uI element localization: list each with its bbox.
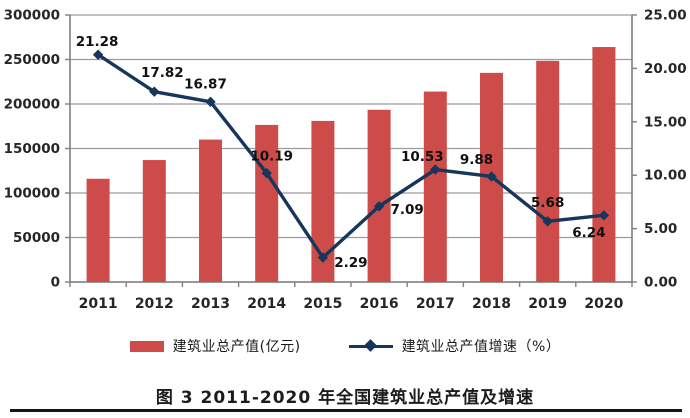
diamond-marker-2017 — [430, 164, 441, 175]
diamond-marker-icon — [363, 339, 377, 352]
point-label-2016: 7.09 — [390, 202, 423, 218]
x-axis-year-label: 2015 — [303, 296, 342, 312]
point-label-2017: 10.53 — [401, 149, 444, 165]
x-axis-year-label: 2019 — [528, 296, 567, 312]
diamond-marker-2019 — [542, 216, 553, 227]
bar-2011 — [86, 178, 110, 282]
legend-item-output-value: 建筑业总产值(亿元) — [129, 336, 301, 356]
x-axis-year-label: 2013 — [191, 296, 230, 312]
line-diamond-swatch — [348, 339, 393, 352]
figure-caption: 图 3 2011-2020 年全国建筑业总产值及增速 — [155, 388, 535, 408]
point-label-2011: 21.28 — [76, 34, 119, 50]
bar-2012 — [142, 160, 166, 282]
x-axis-year-label: 2011 — [79, 296, 118, 312]
diamond-marker-2013 — [205, 96, 216, 108]
bar-2016 — [367, 109, 391, 282]
diamond-marker-2018 — [486, 171, 497, 182]
bar-2013 — [199, 139, 222, 282]
line-group — [92, 49, 610, 263]
bar-line-chart-canvas: 0 50000 100000 150000 200000 250000 300000 0.00… — [3, 7, 687, 313]
x-axis-year-label: 2017 — [416, 296, 455, 312]
diamond-marker-2014 — [261, 167, 272, 179]
legend-label-output-value: 建筑业总产值(亿元) — [172, 339, 301, 355]
bar-2017 — [423, 91, 447, 282]
axis-labels: 0 50000 100000 150000 200000 250000 300000 0.00… — [4, 8, 687, 313]
chart-svg: 0 50000 100000 150000 200000 250000 300000 0.00… — [3, 7, 687, 313]
chart-legend: 建筑业总产值(亿元) 建筑业总产值增速（%） — [0, 336, 690, 356]
diamond-marker-2016 — [373, 201, 385, 212]
point-label-2020: 6.24 — [572, 225, 605, 241]
left-axis-tick-label: 150000 — [4, 141, 60, 157]
bar-series-swatch — [129, 340, 164, 352]
bottom-rule — [10, 409, 682, 412]
left-axis-tick-label: 250000 — [4, 52, 60, 68]
left-axis-tick-label: 50000 — [13, 230, 60, 246]
bar-2020 — [592, 47, 616, 282]
point-label-2019: 5.68 — [531, 195, 564, 211]
right-axis-tick-label: 20.00 — [644, 61, 687, 77]
bars-group — [86, 47, 616, 283]
legend-label-growth-rate: 建筑业总产值增速（%） — [401, 339, 561, 355]
diamond-marker-2012 — [149, 86, 160, 97]
x-axis-year-label: 2020 — [584, 296, 623, 312]
bar-2019 — [536, 60, 560, 283]
point-label-2018: 9.88 — [460, 152, 493, 168]
right-axis-tick-label: 10.00 — [644, 168, 687, 184]
point-label-2012: 17.82 — [141, 65, 184, 81]
right-axis-tick-label: 15.00 — [644, 114, 687, 130]
left-axis-tick-label: 0 — [51, 275, 60, 291]
x-axis-year-label: 2016 — [360, 296, 399, 312]
x-axis-year-label: 2012 — [135, 296, 174, 312]
diamond-marker-2020 — [598, 210, 610, 221]
bar-2015 — [311, 120, 335, 282]
x-axis-year-label: 2018 — [472, 296, 511, 312]
point-label-2014: 10.19 — [250, 149, 293, 165]
right-axis-tick-label: 25.00 — [644, 8, 687, 24]
left-axis-tick-label: 300000 — [4, 8, 60, 24]
left-axis-tick-label: 200000 — [4, 97, 60, 113]
point-label-2013: 16.87 — [184, 76, 227, 92]
legend-item-growth-rate: 建筑业总产值增速（%） — [348, 336, 561, 356]
left-axis-tick-label: 100000 — [4, 186, 60, 202]
diamond-marker-2011 — [92, 49, 104, 60]
right-axis-tick-label: 0.00 — [644, 275, 677, 291]
x-axis-year-label: 2014 — [247, 296, 286, 312]
point-label-2015: 2.29 — [334, 255, 367, 271]
diamond-marker-2015 — [317, 252, 329, 263]
right-axis-tick-label: 5.00 — [644, 221, 677, 237]
